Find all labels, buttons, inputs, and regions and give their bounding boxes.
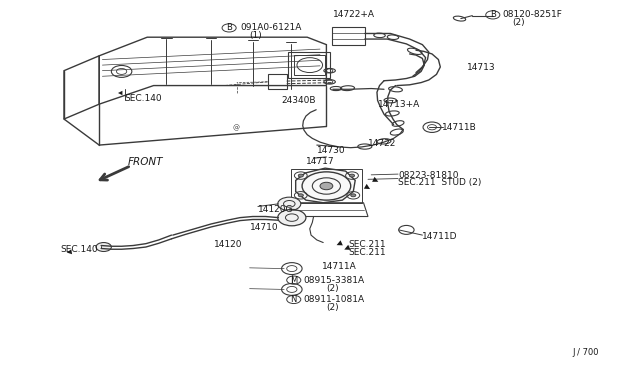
Polygon shape xyxy=(296,168,355,203)
Text: SEC.211  STUD (2): SEC.211 STUD (2) xyxy=(398,178,481,187)
Text: 14722: 14722 xyxy=(368,139,396,148)
Text: 14711B: 14711B xyxy=(442,123,476,132)
Text: (2): (2) xyxy=(326,284,339,293)
Circle shape xyxy=(298,194,303,197)
Text: J / 700: J / 700 xyxy=(573,348,599,357)
Text: 14711A: 14711A xyxy=(322,262,356,271)
Text: (2): (2) xyxy=(326,303,339,312)
Text: 14722+A: 14722+A xyxy=(333,10,375,19)
Circle shape xyxy=(278,197,301,211)
Text: 14120: 14120 xyxy=(214,240,243,249)
Text: 091A0-6121A: 091A0-6121A xyxy=(240,23,301,32)
Text: 14120G: 14120G xyxy=(258,205,293,214)
Text: B: B xyxy=(490,10,496,19)
Text: 08223-81810: 08223-81810 xyxy=(398,171,459,180)
Text: 14713+A: 14713+A xyxy=(378,100,420,109)
Circle shape xyxy=(298,174,303,177)
Text: FRONT: FRONT xyxy=(128,157,163,167)
Text: 14711D: 14711D xyxy=(422,232,458,241)
Circle shape xyxy=(351,194,356,197)
Text: SEC.140: SEC.140 xyxy=(125,94,163,103)
Text: @: @ xyxy=(232,125,239,132)
Text: 08911-1081A: 08911-1081A xyxy=(303,295,365,304)
Text: 08120-8251F: 08120-8251F xyxy=(502,10,563,19)
Circle shape xyxy=(349,174,355,177)
Text: B: B xyxy=(226,23,232,32)
Circle shape xyxy=(96,243,111,251)
Circle shape xyxy=(320,182,333,190)
Text: SEC.140: SEC.140 xyxy=(61,245,99,254)
Text: 24340B: 24340B xyxy=(282,96,316,105)
Circle shape xyxy=(278,209,306,226)
Text: SEC.211: SEC.211 xyxy=(349,248,387,257)
Text: 14710: 14710 xyxy=(250,223,278,232)
Text: 14713: 14713 xyxy=(467,63,496,72)
Text: 14730: 14730 xyxy=(317,146,346,155)
Text: SEC.211: SEC.211 xyxy=(349,240,387,249)
Text: 14717: 14717 xyxy=(306,157,335,166)
Text: 08915-3381A: 08915-3381A xyxy=(303,276,365,285)
Text: (1): (1) xyxy=(250,31,262,40)
Text: (2): (2) xyxy=(512,18,525,27)
Text: N: N xyxy=(291,295,297,304)
Text: M: M xyxy=(290,276,298,285)
